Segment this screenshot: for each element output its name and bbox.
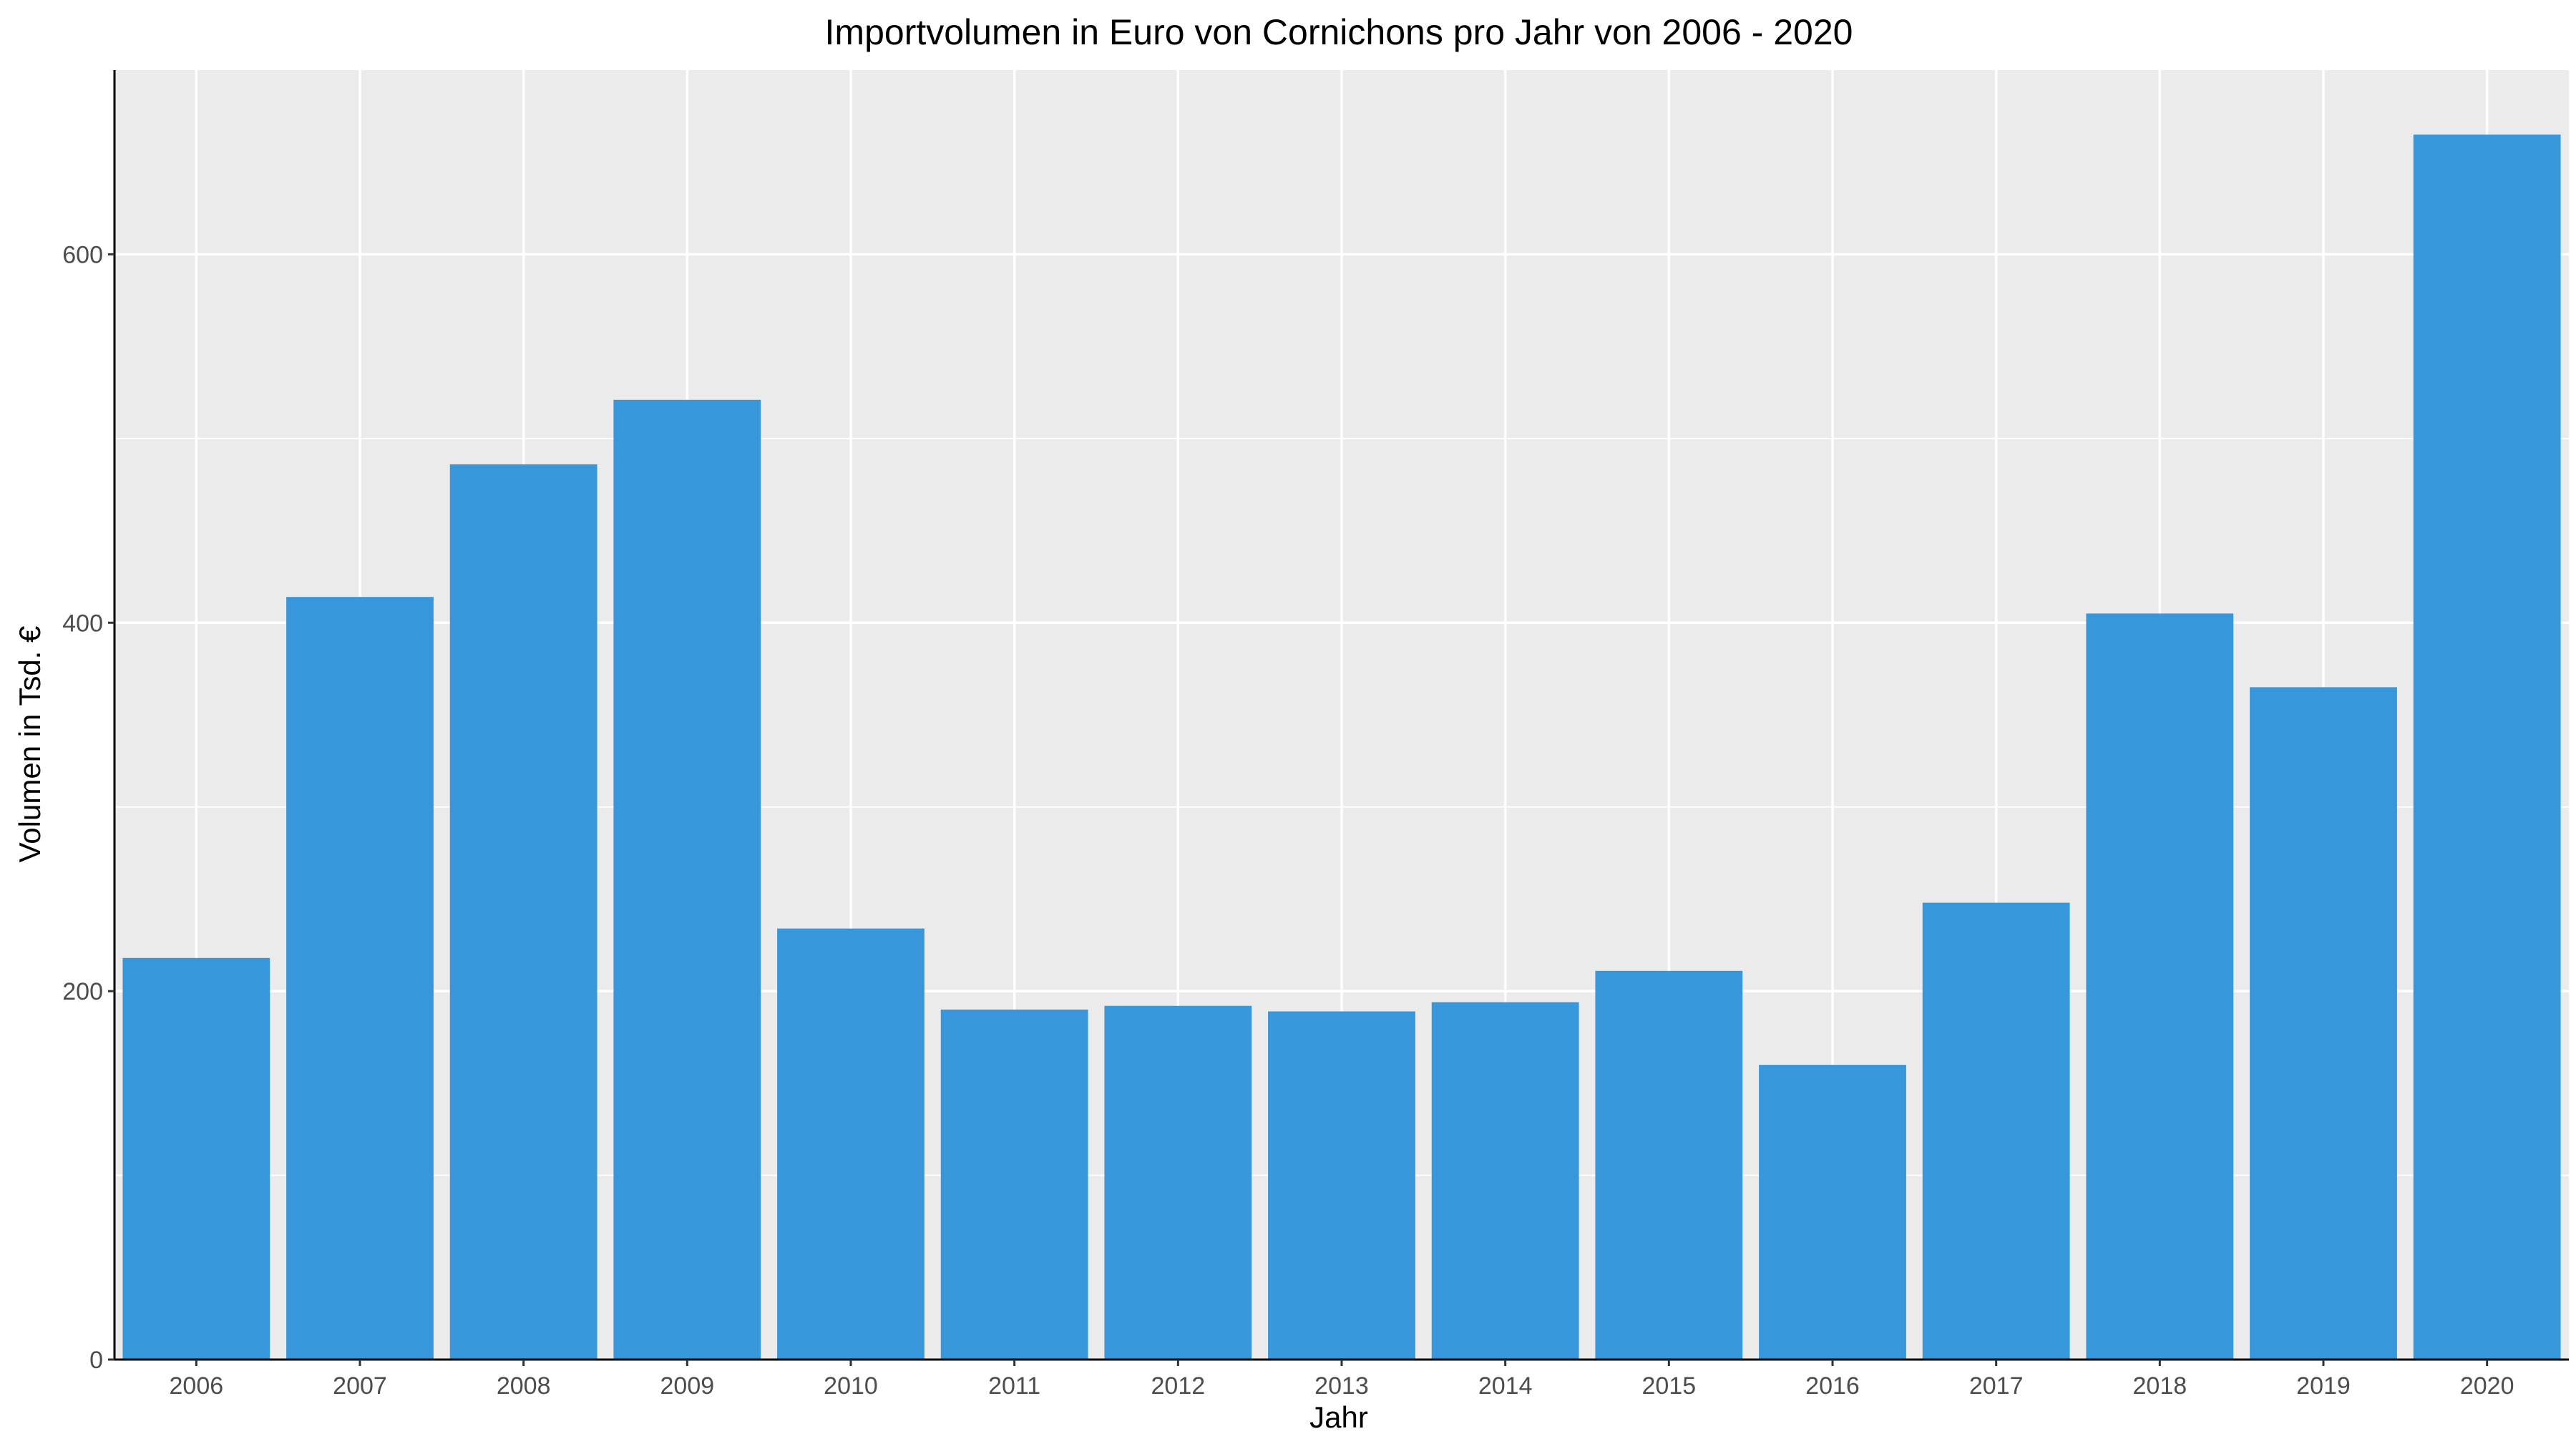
x-tick-label: 2013 bbox=[1314, 1372, 1369, 1400]
bar-2006 bbox=[122, 957, 270, 1360]
x-tick-label: 2014 bbox=[1478, 1372, 1533, 1400]
bar-2010 bbox=[777, 928, 924, 1360]
x-tick-label: 2015 bbox=[1642, 1372, 1697, 1400]
bar-2018 bbox=[2086, 613, 2234, 1360]
bar-2011 bbox=[940, 1009, 1088, 1360]
bar-2009 bbox=[613, 399, 761, 1360]
x-tick-label: 2011 bbox=[988, 1372, 1040, 1400]
x-tick-label: 2006 bbox=[170, 1372, 224, 1400]
y-tick-label: 400 bbox=[62, 610, 103, 637]
bar-2012 bbox=[1104, 1005, 1252, 1360]
y-axis-title: Volumen in Tsd. € bbox=[13, 626, 47, 863]
x-axis: 2006 2007 2008 2009 2010 2011 2012 2013 2014 2015… bbox=[114, 1358, 2569, 1400]
y-axis: 0 200 400 600 bbox=[62, 70, 116, 1374]
x-tick-label: 2018 bbox=[2133, 1372, 2187, 1400]
x-tick-label: 2008 bbox=[497, 1372, 551, 1400]
bar-2016 bbox=[1759, 1065, 1906, 1360]
bar-2013 bbox=[1268, 1011, 1415, 1360]
bar-2007 bbox=[286, 597, 434, 1360]
x-tick-label: 2007 bbox=[333, 1372, 387, 1400]
x-tick-label: 2009 bbox=[660, 1372, 715, 1400]
bar-2015 bbox=[1595, 970, 1743, 1360]
x-tick-label: 2019 bbox=[2296, 1372, 2351, 1400]
x-tick-label: 2016 bbox=[1805, 1372, 1860, 1400]
bar-2017 bbox=[1922, 902, 2070, 1360]
chart-title: Importvolumen in Euro von Cornichons pro… bbox=[825, 12, 1853, 52]
x-tick-label: 2010 bbox=[824, 1372, 878, 1400]
x-axis-title: Jahr bbox=[1309, 1400, 1368, 1434]
bar-2014 bbox=[1431, 1002, 1579, 1360]
bars bbox=[122, 135, 2561, 1360]
bar-2019 bbox=[2250, 687, 2397, 1360]
y-tick-label: 200 bbox=[62, 978, 103, 1005]
y-tick-label: 0 bbox=[89, 1347, 103, 1374]
bar-2020 bbox=[2413, 135, 2561, 1360]
x-tick-label: 2020 bbox=[2460, 1372, 2514, 1400]
y-tick-label: 600 bbox=[62, 241, 103, 268]
x-tick-label: 2017 bbox=[1969, 1372, 2024, 1400]
x-tick-label: 2012 bbox=[1151, 1372, 1206, 1400]
bar-2008 bbox=[449, 464, 597, 1360]
